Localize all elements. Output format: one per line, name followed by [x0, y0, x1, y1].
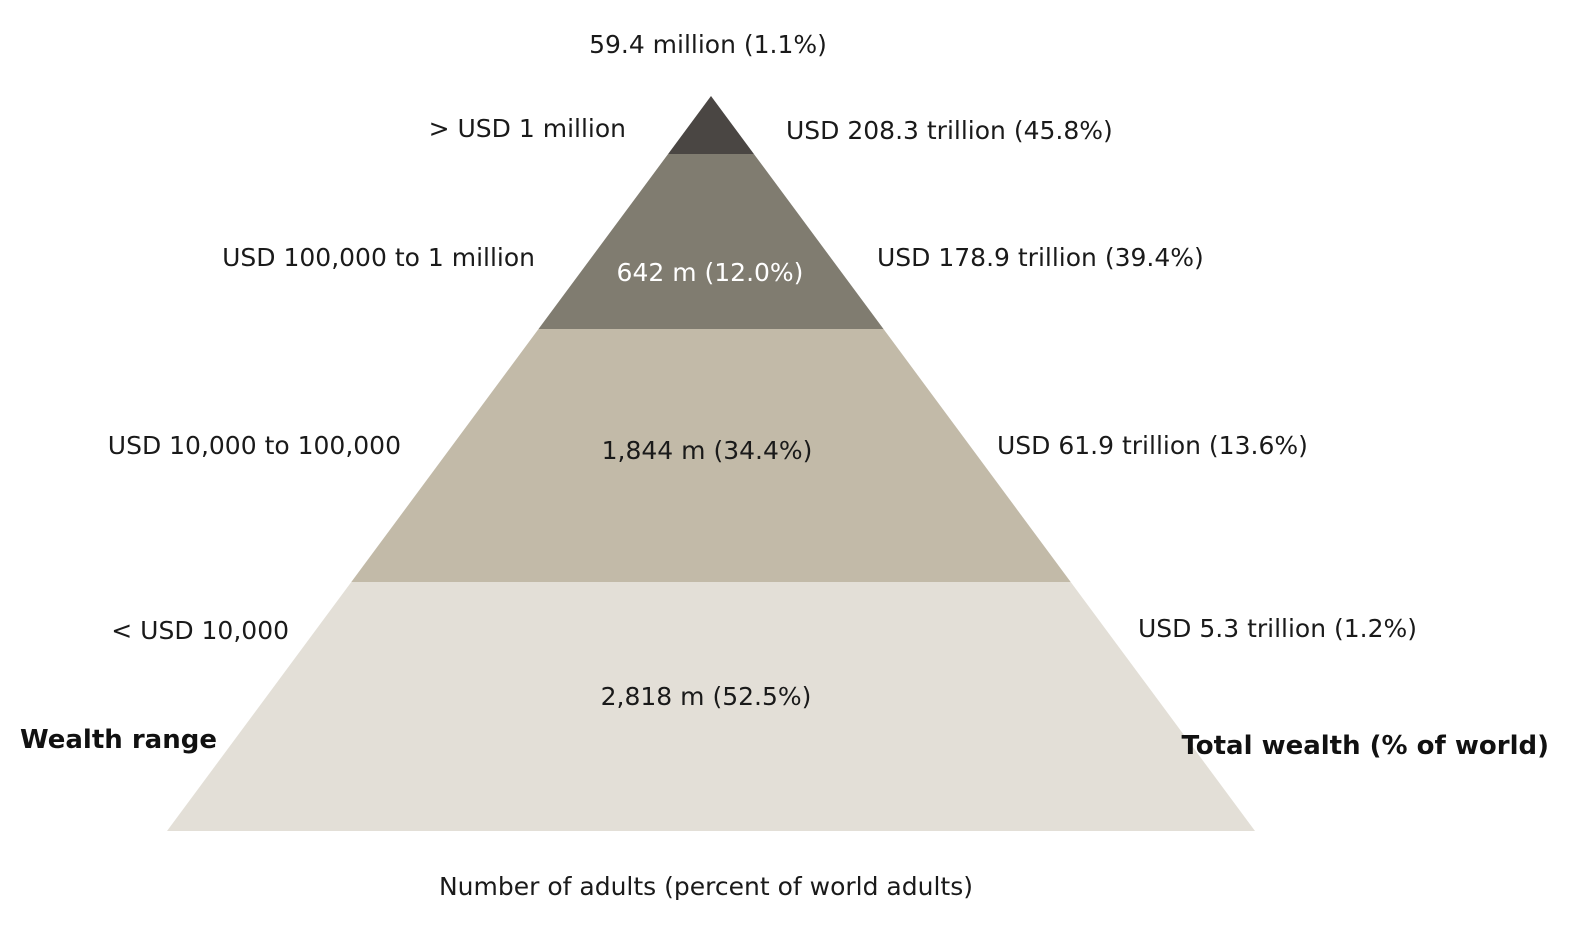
wealth-range-axis-label: Wealth range: [20, 725, 217, 755]
tier-1-total-wealth-label: USD 178.9 trillion (39.4%): [877, 243, 1204, 272]
tier-2-wealth-range-label: USD 10,000 to 100,000: [108, 431, 401, 460]
pyramid-tier-1: [538, 154, 884, 329]
tier-3-total-wealth-label: USD 5.3 trillion (1.2%): [1138, 614, 1417, 643]
tier-1-wealth-range-label: USD 100,000 to 1 million: [222, 243, 535, 272]
number-of-adults-axis-label: Number of adults (percent of world adult…: [439, 872, 973, 901]
total-wealth-axis-label: Total wealth (% of world): [1181, 731, 1549, 761]
tier-3-wealth-range-label: < USD 10,000: [111, 616, 289, 645]
tier-0-total-wealth-label: USD 208.3 trillion (45.8%): [786, 116, 1113, 145]
tier-2-total-wealth-label: USD 61.9 trillion (13.6%): [997, 431, 1308, 460]
pyramid-tier-0: [668, 96, 754, 154]
tier-3-adults-label: 2,818 m (52.5%): [601, 682, 812, 711]
tier-2-adults-label: 1,844 m (34.4%): [602, 436, 813, 465]
pyramid-tiers: [167, 96, 1255, 831]
pyramid-tier-3: [167, 582, 1255, 831]
tier-0-adults-label: 59.4 million (1.1%): [589, 30, 827, 59]
tier-1-adults-label: 642 m (12.0%): [617, 258, 804, 287]
tier-0-wealth-range-label: > USD 1 million: [429, 114, 626, 143]
pyramid-tier-2: [351, 329, 1071, 582]
